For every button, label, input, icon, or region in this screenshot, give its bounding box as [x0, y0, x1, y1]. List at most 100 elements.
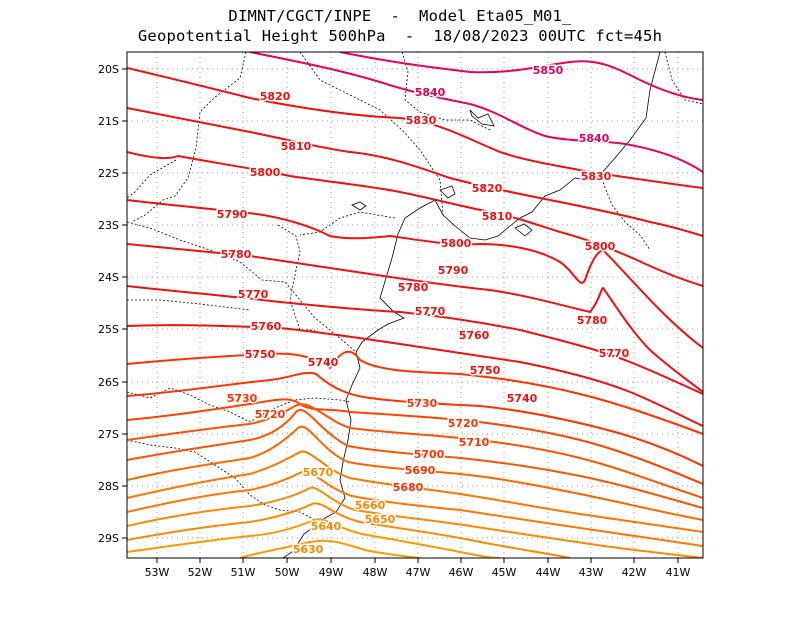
contour-line: [127, 398, 703, 485]
contour-label: 5720: [255, 408, 286, 421]
contour-label: 5850: [533, 64, 564, 77]
contour-line: [127, 285, 703, 395]
x-tick-label: 49W: [319, 566, 344, 579]
contour-label: 5720: [448, 417, 479, 430]
state-border: [127, 439, 316, 521]
contour-label: 5820: [472, 182, 503, 195]
island: [439, 185, 456, 199]
contour-label: 5800: [441, 237, 472, 250]
contour-label: 5740: [308, 356, 339, 369]
contour-label: 5800: [250, 166, 281, 179]
coastline: [282, 52, 661, 558]
y-tick-label: 25S: [98, 323, 119, 336]
x-tick-label: 47W: [406, 566, 431, 579]
coastline-and-borders: [127, 52, 703, 558]
contour-label: 5840: [579, 132, 610, 145]
contour-label: 5640: [311, 520, 342, 533]
contour-label: 5710: [459, 436, 490, 449]
contour-label: 5810: [482, 210, 513, 223]
x-tick-label: 45W: [492, 566, 517, 579]
y-tick-label: 26S: [98, 376, 119, 389]
contour-line: [127, 518, 501, 558]
contour-line: [127, 502, 571, 558]
contour-label: 5780: [577, 314, 608, 327]
contour-line: [127, 324, 703, 427]
contour-line: [249, 52, 703, 173]
island: [351, 201, 367, 211]
contour-label: 5780: [221, 248, 252, 261]
contour-label: 5630: [293, 543, 324, 556]
island: [514, 223, 533, 237]
contour-label: 5760: [251, 320, 282, 333]
contour-label: 5680: [393, 481, 424, 494]
contour-label: 5770: [238, 288, 269, 301]
contour-line: [127, 486, 703, 558]
contour-label: 5780: [398, 281, 429, 294]
y-tick-label: 28S: [98, 480, 119, 493]
contour-label: 5740: [507, 392, 538, 405]
contour-line: [127, 409, 703, 509]
y-tick-label: 24S: [98, 271, 119, 284]
x-tick-label: 42W: [622, 566, 647, 579]
x-tick-label: 43W: [579, 566, 604, 579]
graticule-grid: [127, 52, 703, 558]
contour-labels: 5850584058405830583058205820581058105800…: [215, 63, 631, 558]
x-tick-label: 44W: [536, 566, 561, 579]
chart-title-line-2: Geopotential Height 500hPa - 18/08/2023 …: [137, 27, 663, 45]
island: [469, 109, 495, 127]
map-frame: [126, 51, 704, 559]
state-border: [401, 52, 491, 131]
contour-label: 5820: [260, 90, 291, 103]
contour-label: 5840: [415, 86, 446, 99]
contour-line: [127, 67, 703, 189]
contour-label: 5750: [245, 348, 276, 361]
contour-line: [127, 243, 703, 393]
x-tick-label: 41W: [666, 566, 691, 579]
y-axis-ticks: 20S 21S 22S 23S 24S 25S 26S 27S 28S 29S: [98, 63, 127, 545]
y-tick-label: 27S: [98, 428, 119, 441]
contour-line: [127, 371, 703, 467]
y-tick-label: 21S: [98, 115, 119, 128]
x-tick-label: 48W: [363, 566, 388, 579]
contour-label: 5700: [414, 448, 445, 461]
contour-label: 5690: [405, 464, 436, 477]
contour-line: [127, 151, 703, 287]
chart-title-line-1: DIMNT/CGCT/INPE - Model Eta05_M01_: [228, 7, 572, 25]
contour-label: 5810: [281, 140, 312, 153]
contour-line: [127, 403, 703, 499]
state-border: [277, 224, 315, 331]
contour-label: 5830: [406, 114, 437, 127]
contour-label: 5790: [438, 264, 469, 277]
y-tick-label: 22S: [98, 167, 119, 180]
contour-line: [127, 199, 703, 349]
contour-line: [339, 52, 703, 101]
x-tick-label: 53W: [145, 566, 170, 579]
state-border: [299, 211, 396, 236]
contour-line: [127, 107, 703, 237]
contour-label: 5760: [459, 329, 490, 342]
contour-line: [239, 539, 421, 558]
contour-label: 5730: [227, 392, 258, 405]
x-tick-label: 46W: [449, 566, 474, 579]
contour-label: 5830: [581, 170, 612, 183]
state-border: [599, 174, 651, 251]
state-border: [127, 159, 177, 199]
y-tick-label: 29S: [98, 532, 119, 545]
y-tick-label: 23S: [98, 219, 119, 232]
y-tick-label: 20S: [98, 63, 119, 76]
contour-label: 5790: [217, 208, 248, 221]
x-tick-label: 51W: [231, 566, 256, 579]
contour-label: 5730: [407, 397, 438, 410]
contour-line: [127, 470, 703, 547]
state-border: [127, 221, 357, 353]
x-tick-label: 50W: [275, 566, 300, 579]
state-border: [127, 299, 251, 311]
contour-label: 5670: [303, 466, 334, 479]
geopotential-contours: [127, 52, 703, 558]
contour-label: 5770: [599, 347, 630, 360]
contour-label: 5770: [415, 305, 446, 318]
contour-line: [127, 450, 703, 533]
contour-label: 5650: [365, 513, 396, 526]
state-border: [131, 52, 247, 223]
